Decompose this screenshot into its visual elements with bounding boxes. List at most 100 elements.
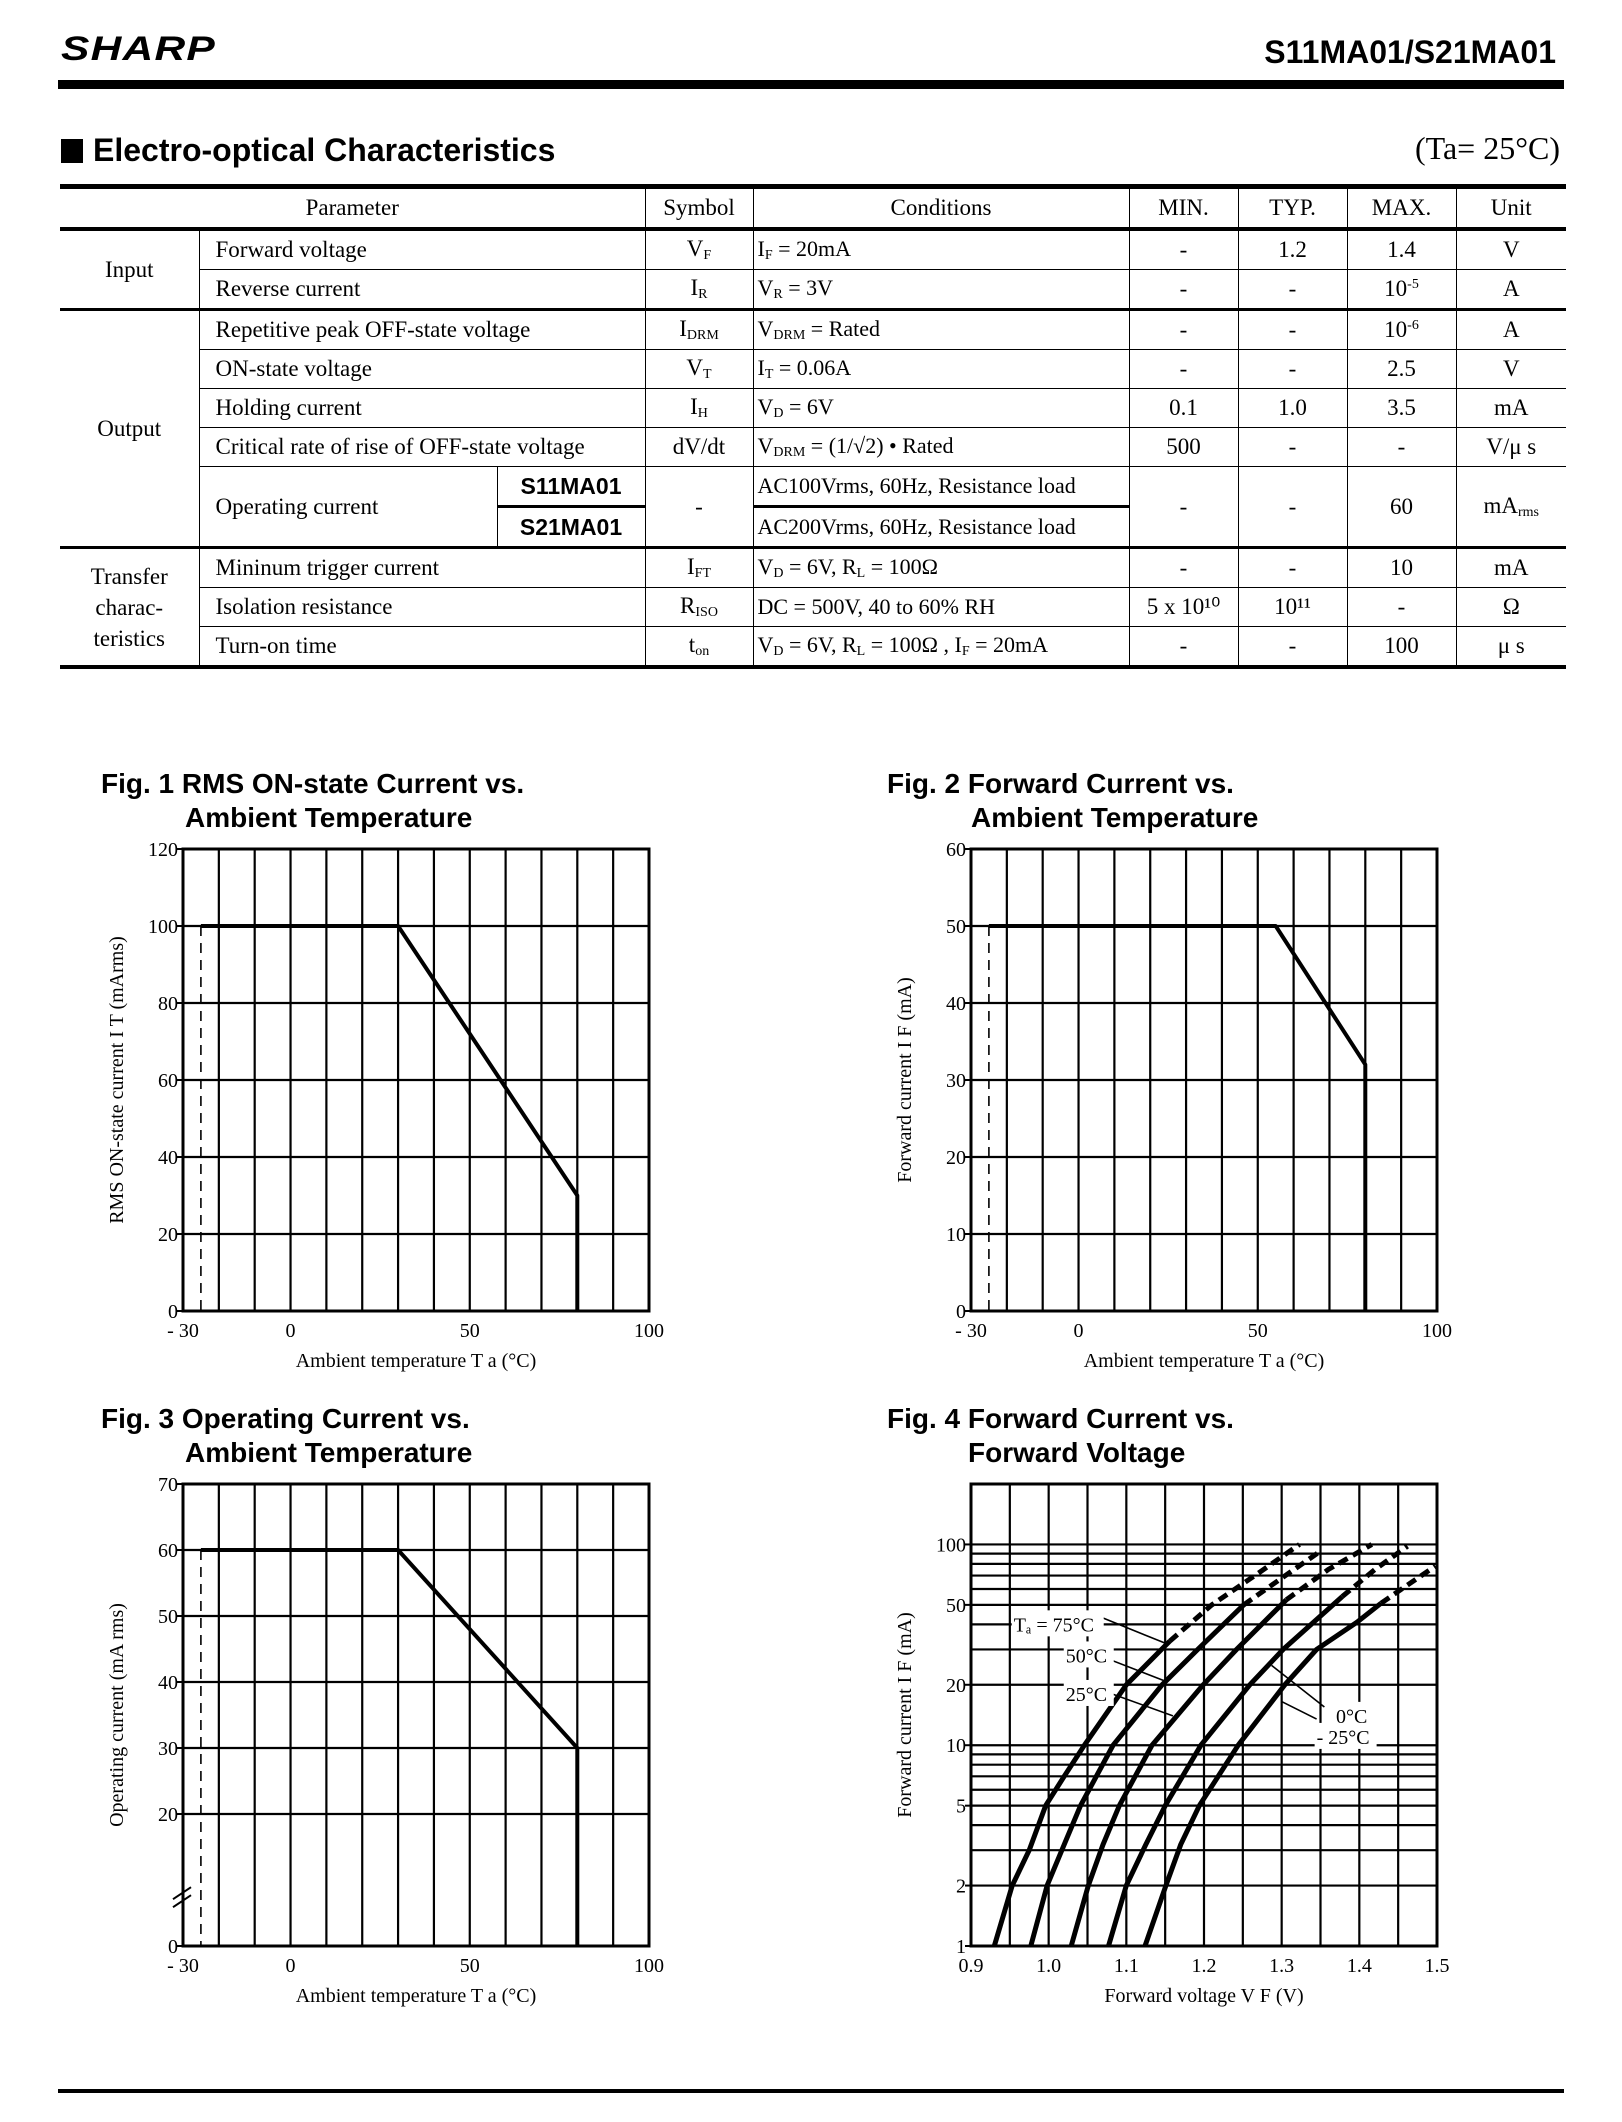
text: V [757,316,774,341]
series-annotation-label: Tₐ = 75°C [1014,1614,1094,1636]
table-row: Turn-on time ton VD = 6V, RL = 100Ω , IF =… [60,626,1566,669]
y-tick-label: 2 [956,1876,966,1898]
text: V [686,355,704,380]
y-tick-label: 50 [946,916,966,938]
unit-cell: mArms [1455,466,1566,548]
grid [971,1484,1437,1946]
text: 10 [1390,555,1413,580]
axis-break-mark [172,1886,192,1909]
text: 3.5 [1387,395,1416,420]
y-axis-label: Operating current (mA rms) [106,1603,128,1827]
table-row: Reverse current IR VR = 3V - -10-5 A [60,269,1566,310]
conditions-cell: VD = 6V, RL = 100Ω [752,546,1129,588]
typ-cell: - [1237,466,1347,548]
symbol-cell: RISO [644,587,753,627]
unit-cell: mA [1455,388,1566,428]
parameter-cell: Forward voltage [198,229,645,270]
text: I [686,554,695,579]
conditions-cell: DC = 500V, 40 to 60% RH [752,587,1129,627]
subscript: F [764,248,773,263]
y-tick-label: 80 [158,993,178,1015]
y-tick-label: 100 [148,916,178,938]
header-cell: Conditions [752,184,1129,231]
text: = 100Ω , I [865,632,962,657]
fig3-title-line: Ambient Temperature [185,1437,473,1468]
subscript: R [698,287,708,302]
superscript: -5 [1407,277,1419,292]
unit-cell: V [1455,349,1566,389]
sharp-logo: SHARP [61,30,217,68]
subscript: DRM [686,328,719,343]
conditions-cell: VD = 6V, RL = 100Ω , IF = 20mA [752,626,1129,669]
series-line-solid [1068,1598,1289,1947]
section-condition: (Ta= 25°C) [1414,130,1560,166]
y-tick-label: 40 [158,1672,178,1694]
text: 60 [1390,493,1413,519]
fig2-title-line: Ambient Temperature [971,802,1259,833]
parameter-cell: Mininum trigger current [198,546,645,588]
x-tick-label: 1.2 [1192,1955,1217,1977]
conditions-cell: IT = 0.06A [752,349,1129,389]
text: V [757,433,774,458]
header-row: Parameter Symbol Conditions MIN. TYP. MAX. Uni… [60,184,1566,231]
series-line-solid [991,1639,1172,1947]
text: = 6V [783,394,834,419]
min-cell: - [1128,546,1238,588]
superscript: -6 [1407,318,1419,333]
y-tick-label: 120 [148,840,178,861]
text: V [686,236,704,261]
parameter-cell: Operating current [198,466,497,548]
text: 10 [1384,317,1408,342]
parameter-cell: Isolation resistance [198,587,645,627]
model-cell: S11MA01 [496,466,645,507]
conditions-cell: IF = 20mA [752,229,1129,270]
y-tick-label: 40 [158,1147,178,1169]
y-tick-label: 10 [946,1735,966,1757]
series-line-dashed [1379,1564,1437,1606]
text: DC = 500V, 40 to 60% RH [757,594,996,619]
text: - [1397,434,1406,459]
header-cell: Unit [1455,184,1566,231]
typ-cell: - [1237,349,1347,389]
fig2-title-line: Fig. 2 Forward Current vs. [887,768,1234,799]
subscript: DRM [773,328,806,343]
unit-cell: V/μ s [1455,427,1566,467]
text: V [757,394,774,419]
fig1-title-line: Ambient Temperature [185,802,473,833]
y-axis-label: RMS ON-state current I T (mArms) [106,936,128,1224]
x-axis-label: Forward voltage V F (V) [1104,1985,1303,2007]
text: mA [1494,555,1529,580]
x-tick-label: 100 [634,1955,664,1977]
subscript: H [697,406,708,421]
header-cell: MAX. [1346,184,1456,231]
series-line-solid [1142,1601,1383,1947]
max-cell: - [1346,427,1456,467]
text: V/μ s [1486,434,1537,459]
x-tick-label: 1.1 [1114,1955,1139,1977]
x-axis-label: Ambient temperature T a (°C) [296,1985,537,2007]
header-cell: Symbol [644,184,753,231]
x-tick-label: 1.0 [1036,1955,1061,1977]
conditions-cell: AC200Vrms, 60Hz, Resistance load [752,505,1129,548]
series-line-dashed [1340,1544,1409,1599]
typ-cell: - [1237,626,1347,669]
group-label: Transfer charac- teristics [60,546,199,669]
x-tick-label: 1.5 [1425,1955,1450,1977]
series-annotation-label: 25°C [1066,1684,1107,1706]
y-tick-label: 20 [946,1675,966,1697]
text: = (1/√2) • Rated [805,433,954,458]
symbol-cell: VF [644,229,753,270]
min-cell: 0.1 [1128,388,1238,428]
text: = 0.06A [773,355,852,380]
y-tick-label: 0 [168,1301,178,1323]
x-tick-label: 50 [460,1320,480,1342]
subscript: FT [694,566,711,581]
subscript: DRM [773,445,806,460]
text: I [690,275,699,300]
max-cell: 2.5 [1346,349,1456,389]
text: I [757,236,765,261]
min-cell: - [1128,466,1238,548]
series-annotation-label: 0°C [1336,1706,1367,1728]
